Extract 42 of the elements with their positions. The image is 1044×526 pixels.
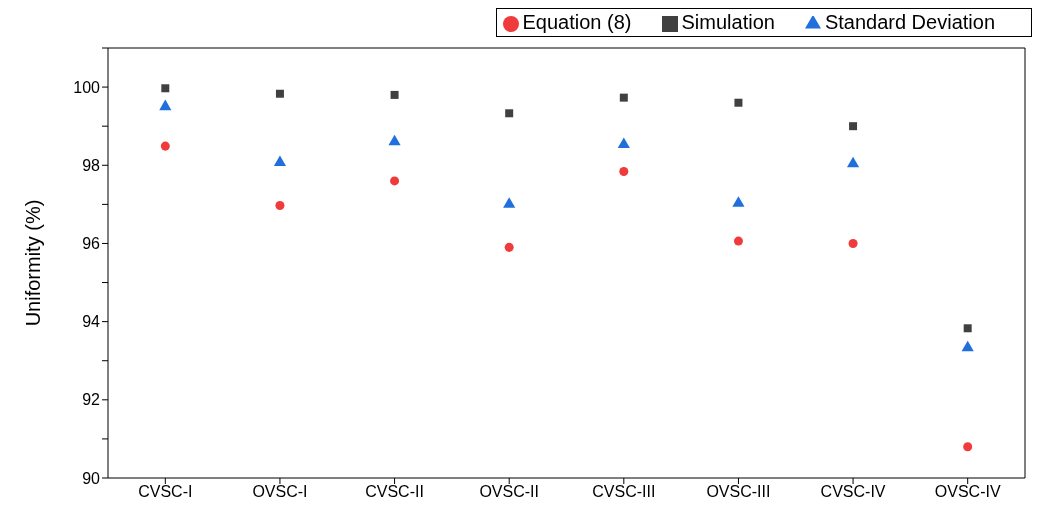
y-tick-label: 92 (82, 391, 101, 409)
point (160, 141, 170, 151)
point (733, 236, 743, 246)
point (504, 242, 514, 252)
point (503, 197, 516, 208)
point (617, 137, 630, 149)
point (846, 156, 860, 168)
x-tick-label: CVSC-I (138, 483, 193, 501)
point (275, 89, 284, 98)
point (390, 90, 399, 99)
legend-label: Simulation (681, 11, 775, 33)
x-tick-label: CVSC-IV (820, 483, 886, 501)
legend-label: Equation (8) (522, 11, 632, 33)
x-tick-label: OVSC-IV (934, 483, 1001, 501)
y-axis-title: Uniformity (%) (22, 199, 45, 327)
y-tick-label: 100 (73, 78, 101, 96)
x-tick-label: CVSC-III (592, 483, 656, 501)
point (619, 93, 628, 102)
point (963, 442, 973, 452)
y-tick-label: 98 (82, 156, 101, 174)
point (390, 176, 400, 186)
point (849, 122, 858, 131)
y-tick-label: 94 (82, 313, 101, 331)
point (505, 109, 514, 118)
point (619, 167, 629, 177)
x-tick-label: OVSC-III (706, 483, 771, 501)
point (963, 324, 972, 333)
y-tick-label: 90 (82, 469, 101, 487)
point (161, 84, 170, 93)
x-tick-label: OVSC-II (479, 483, 539, 501)
point (732, 196, 745, 207)
legend-label: Standard Deviation (824, 11, 995, 33)
point (848, 238, 858, 248)
point (388, 134, 401, 146)
x-tick-label: OVSC-I (252, 483, 308, 501)
point (961, 340, 974, 352)
y-tick-label: 96 (82, 235, 101, 253)
point (734, 98, 743, 107)
x-tick-label: CVSC-II (365, 483, 424, 501)
point (159, 99, 172, 111)
point (273, 155, 287, 167)
point (275, 201, 285, 211)
